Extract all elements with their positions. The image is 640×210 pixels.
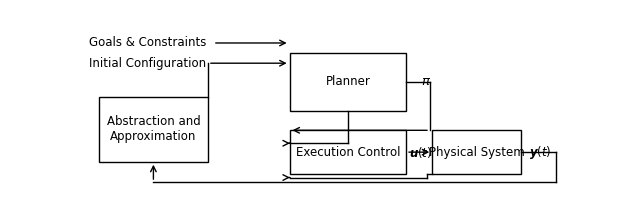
Text: $\pi$: $\pi$ [421, 75, 431, 88]
Text: $\boldsymbol{y}(t)$: $\boldsymbol{y}(t)$ [529, 144, 551, 161]
Text: Physical System: Physical System [429, 146, 525, 159]
Text: Execution Control: Execution Control [296, 146, 400, 159]
Text: Abstraction and
Approximation: Abstraction and Approximation [106, 116, 200, 143]
Bar [289, 53, 406, 111]
Text: Goals & Constraints: Goals & Constraints [89, 37, 206, 50]
Text: $\boldsymbol{u}(t)$: $\boldsymbol{u}(t)$ [410, 145, 433, 160]
Text: Initial Configuration: Initial Configuration [89, 57, 206, 70]
Bar [289, 130, 406, 174]
Bar [432, 130, 522, 174]
Text: Planner: Planner [325, 75, 371, 88]
Bar [99, 97, 208, 162]
